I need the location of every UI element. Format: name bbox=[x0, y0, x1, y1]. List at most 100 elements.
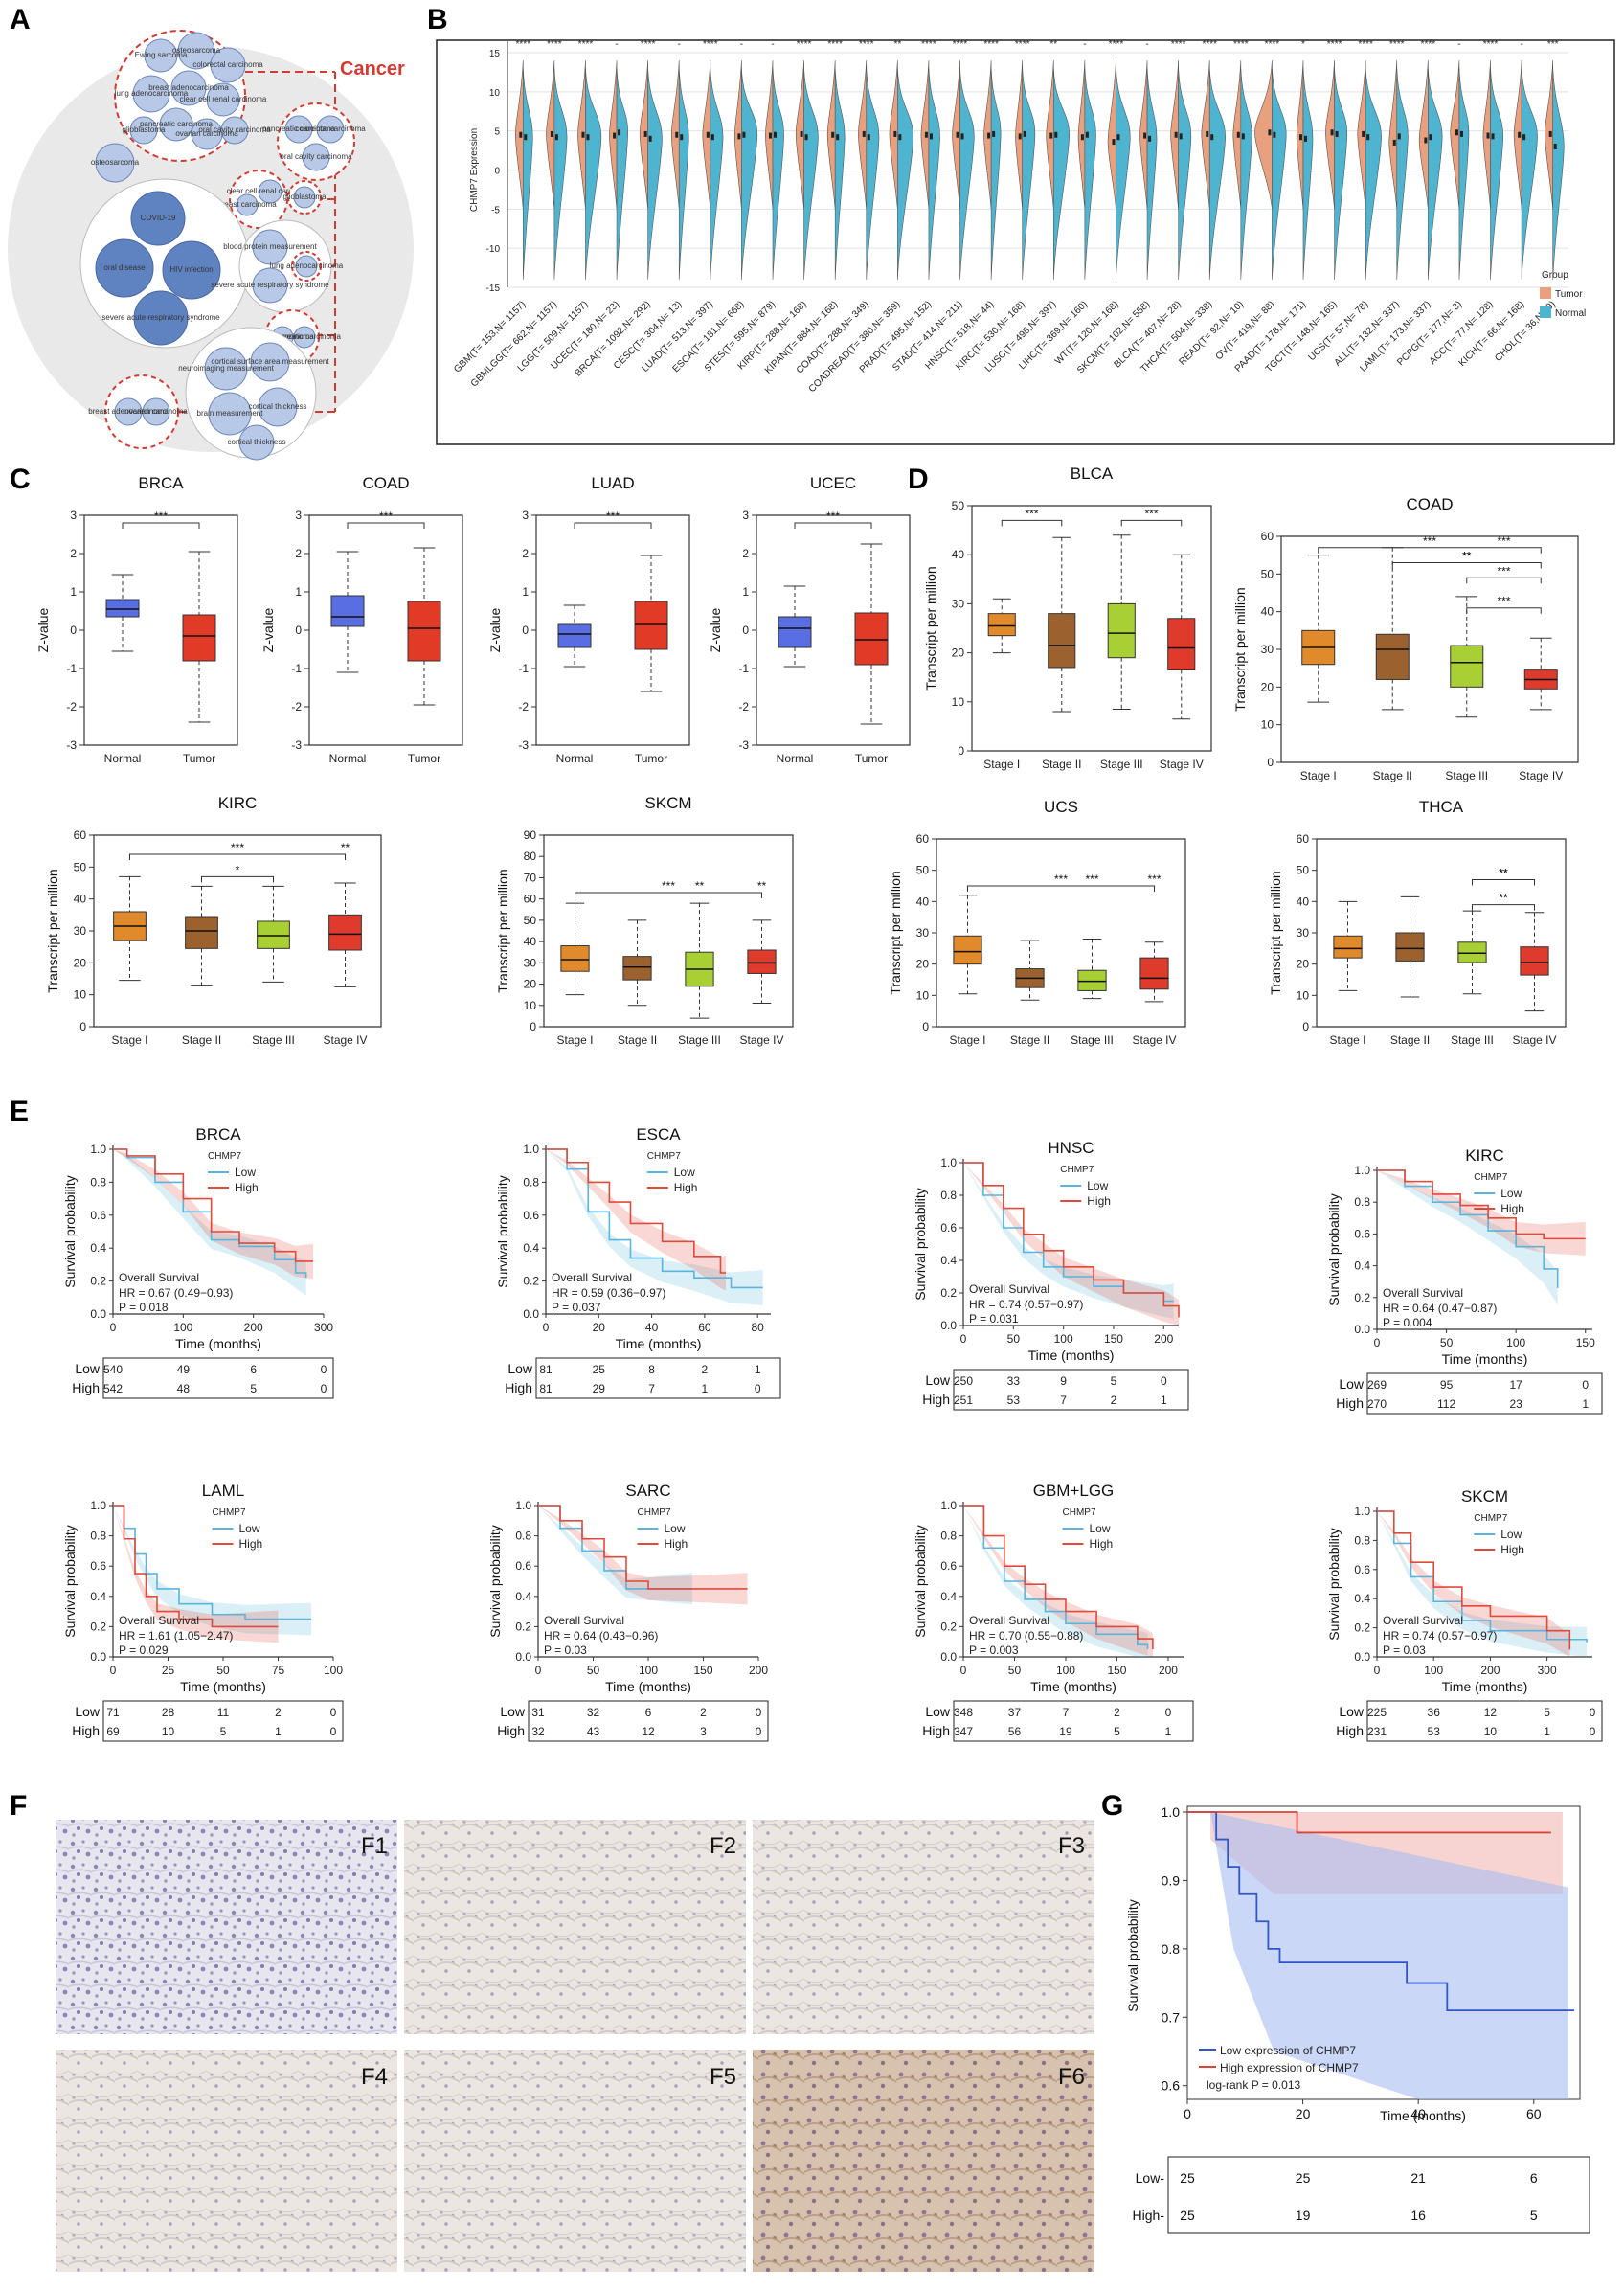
median-marker-tumor bbox=[1080, 134, 1084, 141]
y-tick-label: 0.6 bbox=[515, 1559, 531, 1573]
x-tick-label: 150 bbox=[1104, 1332, 1123, 1346]
plot-title: COAD bbox=[1406, 495, 1453, 513]
significance-bracket bbox=[575, 892, 762, 898]
median-marker-normal bbox=[1459, 130, 1463, 137]
stat-title: Overall Survival bbox=[969, 1282, 1049, 1296]
x-tick-label: OV(T= 419,N= 88) bbox=[1214, 299, 1277, 362]
box bbox=[407, 601, 441, 662]
risk-value-high: 0 bbox=[321, 1382, 327, 1395]
risk-row-label: Low bbox=[1339, 1704, 1365, 1719]
median-marker-normal bbox=[992, 130, 996, 137]
x-tick-label: 100 bbox=[324, 1664, 343, 1677]
small-bubble bbox=[302, 143, 330, 171]
y-axis-label: Transcript per million bbox=[888, 871, 903, 994]
y-tick-label: 0.6 bbox=[1354, 1563, 1370, 1576]
significance-label: *** bbox=[1025, 507, 1038, 520]
x-tick-label: 50 bbox=[1008, 1664, 1022, 1677]
panel-d-plot: KIRC 60 50 40 30 20 10 0 Transcript per million S… bbox=[45, 794, 382, 1047]
significance-label: **** bbox=[641, 39, 656, 50]
median-marker-tumor bbox=[1518, 131, 1522, 138]
risk-value-low: 0 bbox=[1161, 1374, 1167, 1388]
x-tick-label: 40 bbox=[645, 1321, 659, 1334]
x-tick-label: Normal bbox=[329, 752, 367, 765]
significance-label: *** bbox=[1497, 595, 1510, 608]
y-tick-label: -2 bbox=[66, 700, 77, 714]
y-tick-label: 2 bbox=[70, 547, 77, 560]
y-tick-label: 3 bbox=[742, 509, 749, 522]
risk-value-high: 231 bbox=[1367, 1725, 1387, 1738]
box bbox=[1520, 946, 1549, 976]
box bbox=[557, 623, 592, 648]
median-marker-normal bbox=[1179, 133, 1183, 140]
box bbox=[1048, 613, 1076, 669]
y-tick-label: 60 bbox=[1261, 530, 1274, 543]
bubble-label: osteosarcoma bbox=[91, 158, 140, 167]
significance-label: **** bbox=[703, 39, 718, 50]
y-tick-label: 20 bbox=[952, 646, 965, 660]
median-marker-normal bbox=[1366, 134, 1370, 141]
y-tick-label: 50 bbox=[952, 499, 965, 512]
bubble-label: ovarian carcinoma bbox=[124, 407, 188, 416]
risk-row-label: High bbox=[1336, 1395, 1364, 1411]
y-tick-label: 3 bbox=[295, 509, 302, 522]
panel-letter-d: D bbox=[908, 464, 929, 495]
violin-tumor bbox=[546, 60, 555, 210]
km-curve-high bbox=[1377, 1169, 1586, 1240]
panel-letter-f: F bbox=[10, 1790, 27, 1822]
risk-value-low: 17 bbox=[1509, 1378, 1522, 1392]
risk-table bbox=[528, 1700, 769, 1742]
y-tick-label: -15 bbox=[486, 283, 501, 294]
panel-f-ihc: F1 F2 F3 F4 F5 F6 bbox=[56, 1820, 1094, 2272]
median-marker-tumor bbox=[1112, 139, 1116, 146]
bubble-label: breast adenocarcinoma bbox=[148, 83, 229, 92]
violin-normal bbox=[1208, 68, 1226, 280]
ihc-label: F5 bbox=[710, 2064, 736, 2090]
risk-value-high: 0 bbox=[1590, 1725, 1596, 1738]
y-tick-label: 0 bbox=[958, 744, 964, 758]
median-marker-tumor bbox=[893, 130, 897, 137]
significance-label: *** bbox=[1497, 564, 1510, 578]
bubble-label: pancreatic carcinoma bbox=[262, 125, 336, 133]
y-tick-label: 1.0 bbox=[940, 1156, 957, 1169]
significance-label: **** bbox=[1015, 39, 1030, 50]
plot-frame bbox=[936, 838, 1186, 1028]
significance-label: - bbox=[1520, 39, 1522, 50]
hazard-ratio: HR = 0.74 (0.57−0.97) bbox=[1383, 1629, 1497, 1643]
median-marker-normal bbox=[1241, 133, 1245, 140]
y-axis-label: Transcript per million bbox=[45, 869, 60, 992]
significance-label: **** bbox=[1421, 39, 1436, 50]
significance-label: *** bbox=[1085, 873, 1098, 886]
x-tick-label: 60 bbox=[698, 1321, 711, 1334]
x-tick-label: 100 bbox=[173, 1321, 192, 1334]
small-bubble bbox=[316, 115, 345, 144]
violin-tumor bbox=[1388, 60, 1398, 210]
significance-label: *** bbox=[662, 879, 675, 893]
x-tick-label: 150 bbox=[1107, 1664, 1126, 1677]
median-marker-tumor bbox=[1299, 134, 1302, 141]
stat-title: Overall Survival bbox=[1383, 1286, 1463, 1300]
km-curve-high bbox=[546, 1148, 726, 1274]
p-value: P = 0.031 bbox=[969, 1312, 1019, 1326]
risk-value-low: 7 bbox=[1063, 1706, 1070, 1719]
median-marker-normal bbox=[960, 133, 964, 140]
risk-value-low: 21 bbox=[1410, 2170, 1426, 2186]
x-tick-label: Stage III bbox=[1451, 1033, 1494, 1047]
ci-band-low bbox=[113, 1149, 306, 1296]
significance-label: - bbox=[1457, 39, 1460, 50]
y-tick-label: 0.8 bbox=[1354, 1533, 1370, 1547]
plot-title: GBM+LGG bbox=[1033, 1482, 1115, 1500]
risk-value-low: 81 bbox=[539, 1363, 553, 1376]
x-tick-label: 100 bbox=[1506, 1336, 1525, 1349]
legend-label: Tumor bbox=[1555, 289, 1583, 300]
y-tick-label: 0.4 bbox=[90, 1241, 106, 1255]
y-tick-label: 1.0 bbox=[1354, 1505, 1370, 1518]
significance-label: **** bbox=[859, 39, 874, 50]
x-axis-label: Time (months) bbox=[175, 1336, 261, 1351]
significance-label: ** bbox=[1499, 866, 1508, 879]
x-axis-label: Time (months) bbox=[1442, 1679, 1528, 1694]
legend-label: Low bbox=[235, 1166, 256, 1179]
panel-d-plot: THCA 60 50 40 30 20 10 0 Transcript per million S… bbox=[1268, 798, 1567, 1047]
cancer-label: Cancer bbox=[340, 58, 405, 79]
median-marker-tumor bbox=[1362, 130, 1365, 137]
